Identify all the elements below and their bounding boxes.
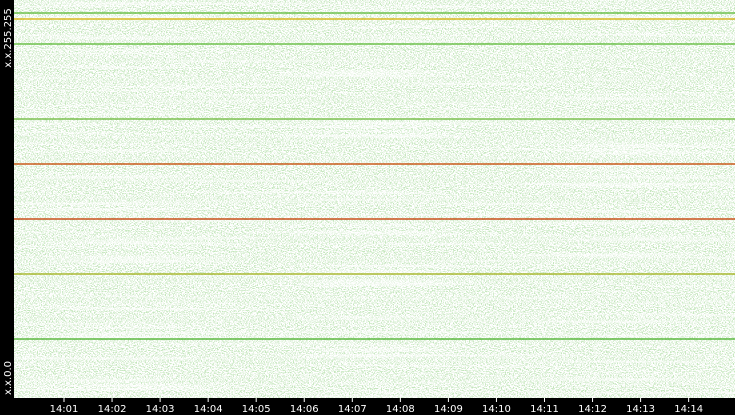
x-tick-label: 14:01: [50, 404, 79, 415]
x-tick-label: 14:08: [386, 404, 415, 415]
row-gaps: [14, 0, 735, 398]
x-tick-label: 14:03: [146, 404, 175, 415]
x-tick-label: 14:04: [194, 404, 223, 415]
x-axis-bar: [0, 398, 735, 415]
y-bottom-label: x.x.0.0: [3, 361, 14, 395]
x-tick-label: 14:02: [98, 404, 127, 415]
x-tick-label: 14:14: [674, 404, 703, 415]
y-top-label: x.x.255.255: [3, 8, 14, 68]
y-axis-bar: [0, 0, 14, 415]
x-tick-label: 14:06: [290, 404, 319, 415]
x-tick-label: 14:09: [434, 404, 463, 415]
x-tick-label: 14:05: [242, 404, 271, 415]
highlight-lines: [14, 12, 735, 340]
x-tick-label: 14:13: [626, 404, 655, 415]
x-tick-label: 14:11: [530, 404, 559, 415]
x-tick-label: 14:10: [482, 404, 511, 415]
x-tick-label: 14:12: [578, 404, 607, 415]
x-tick-label: 14:07: [338, 404, 367, 415]
